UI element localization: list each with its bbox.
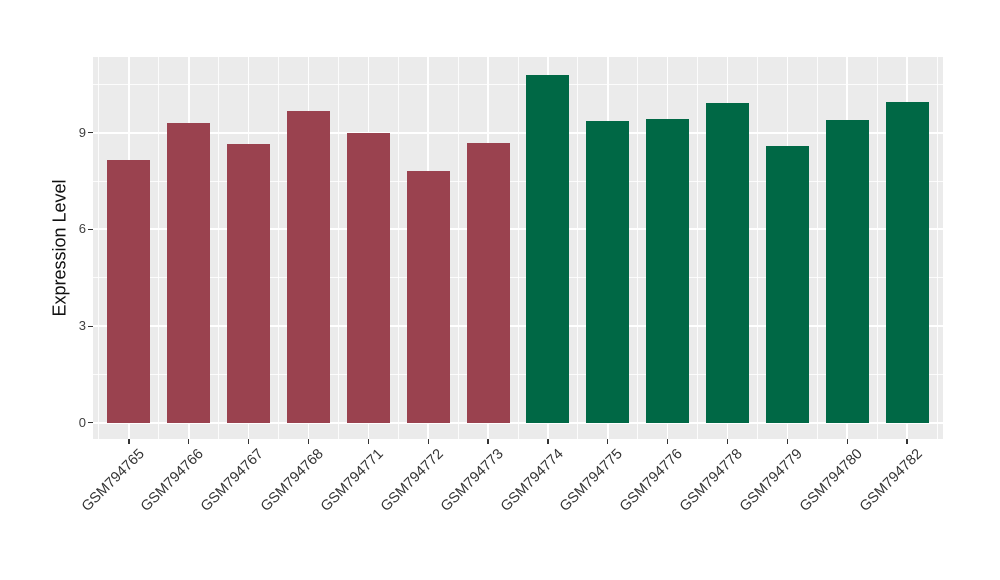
bar-GSM794765 bbox=[107, 160, 151, 423]
bar-GSM794773 bbox=[466, 142, 510, 423]
x-tick-label: GSM794774 bbox=[497, 446, 567, 515]
bar-GSM794782 bbox=[885, 102, 929, 423]
x-tick bbox=[188, 439, 190, 444]
x-tick-label: GSM794778 bbox=[676, 446, 746, 515]
x-tick bbox=[786, 439, 788, 444]
y-axis-title: Expression Level bbox=[49, 179, 70, 317]
bar-GSM794767 bbox=[227, 144, 271, 423]
x-tick bbox=[367, 439, 369, 444]
plot-panel bbox=[93, 57, 943, 439]
x-tick-label: GSM794782 bbox=[856, 446, 926, 515]
gridline-minor-vertical bbox=[457, 57, 459, 439]
y-tick bbox=[88, 422, 93, 424]
gridline-minor-vertical bbox=[936, 57, 938, 439]
x-tick bbox=[846, 439, 848, 444]
y-tick-label: 6 bbox=[78, 221, 86, 237]
gridline-minor-vertical bbox=[876, 57, 878, 439]
x-tick-label: GSM794776 bbox=[617, 446, 686, 515]
x-tick bbox=[128, 439, 130, 444]
gridline-minor-vertical bbox=[517, 57, 519, 439]
x-tick-label: GSM794780 bbox=[796, 446, 866, 515]
x-tick bbox=[906, 439, 908, 444]
gridline-minor-vertical bbox=[337, 57, 339, 439]
bar-GSM794766 bbox=[167, 123, 211, 423]
x-tick bbox=[547, 439, 549, 444]
y-tick-label: 9 bbox=[78, 124, 86, 140]
x-tick-label: GSM794766 bbox=[138, 446, 208, 515]
bar-GSM794778 bbox=[705, 103, 750, 423]
gridline-minor-vertical bbox=[98, 57, 100, 439]
x-tick bbox=[726, 439, 729, 444]
gridline-minor-vertical bbox=[278, 57, 280, 439]
gridline-minor-vertical bbox=[158, 57, 160, 439]
gridline-minor-vertical bbox=[397, 57, 399, 439]
x-tick-label: GSM794767 bbox=[198, 446, 267, 515]
y-tick-label: 0 bbox=[78, 414, 86, 430]
x-tick-label: GSM794772 bbox=[377, 446, 447, 515]
gridline-minor-vertical bbox=[637, 57, 639, 439]
y-tick bbox=[88, 325, 93, 327]
x-tick-label: GSM794768 bbox=[257, 446, 327, 515]
gridline-minor-vertical bbox=[218, 57, 220, 439]
y-tick-label: 3 bbox=[78, 318, 86, 334]
x-tick-label: GSM794775 bbox=[557, 446, 627, 515]
x-tick bbox=[427, 439, 429, 444]
x-tick bbox=[248, 439, 250, 444]
gridline-minor-vertical bbox=[756, 57, 758, 439]
y-tick bbox=[88, 228, 93, 230]
gridline-minor-vertical bbox=[577, 57, 579, 439]
x-tick bbox=[667, 439, 669, 444]
x-tick-label: GSM794779 bbox=[736, 446, 806, 515]
x-tick bbox=[607, 439, 609, 444]
x-tick bbox=[307, 439, 310, 444]
x-tick-label: GSM794771 bbox=[317, 446, 387, 515]
bar-GSM794780 bbox=[825, 120, 869, 423]
bar-GSM794772 bbox=[406, 171, 450, 423]
bar-GSM794776 bbox=[646, 118, 690, 423]
bar-GSM794775 bbox=[586, 121, 630, 423]
bar-GSM794768 bbox=[286, 110, 331, 423]
x-tick-label: GSM794765 bbox=[78, 446, 148, 515]
bar-GSM794774 bbox=[526, 74, 570, 423]
bar-GSM794779 bbox=[765, 146, 809, 423]
x-tick-label: GSM794773 bbox=[437, 446, 507, 515]
x-tick bbox=[487, 439, 489, 444]
gridline-minor-vertical bbox=[697, 57, 699, 439]
gridline-minor-vertical bbox=[816, 57, 818, 439]
bar-GSM794771 bbox=[346, 132, 390, 423]
y-tick bbox=[88, 132, 93, 134]
